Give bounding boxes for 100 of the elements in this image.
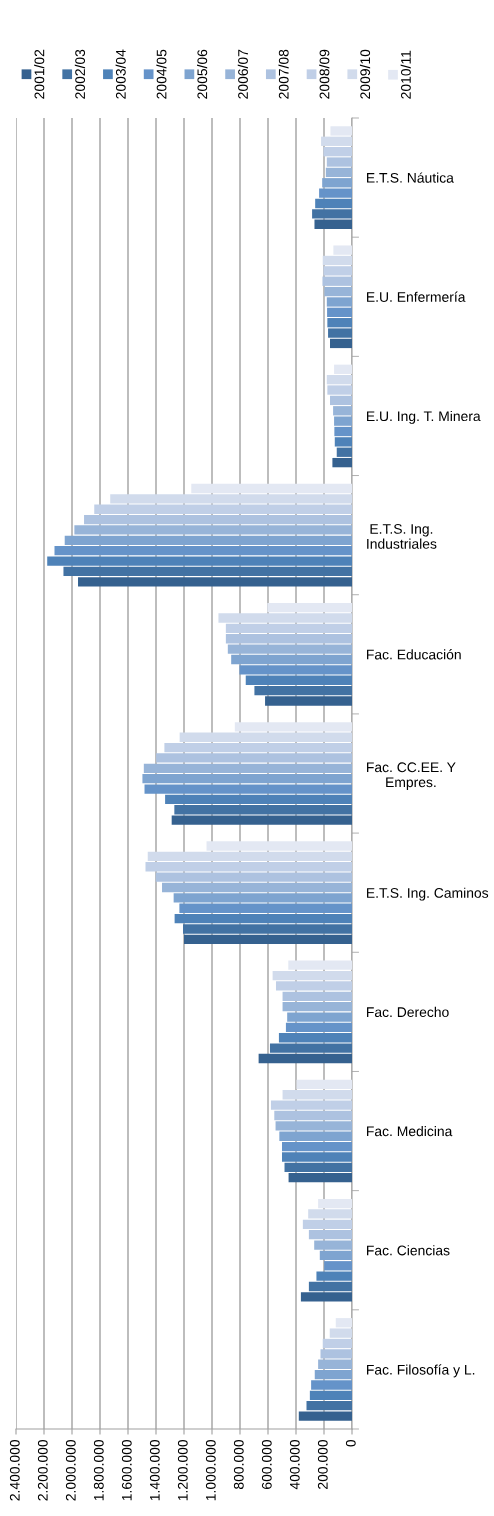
bar bbox=[269, 1043, 352, 1053]
bar bbox=[326, 375, 352, 385]
bar bbox=[142, 774, 352, 784]
bar bbox=[282, 1152, 352, 1162]
bar bbox=[335, 1318, 352, 1328]
bar bbox=[227, 644, 352, 654]
x-tick-label: 0 bbox=[345, 1439, 356, 1447]
y-tick-label: E.U. Enfermería bbox=[367, 291, 466, 302]
bar bbox=[328, 328, 352, 338]
x-tick-label: 800.000 bbox=[233, 1439, 244, 1490]
bar bbox=[319, 1250, 352, 1261]
legend-label: 2010/11 bbox=[400, 50, 411, 99]
bar bbox=[174, 805, 352, 815]
bar bbox=[258, 1053, 352, 1064]
x-tick-label: 600.000 bbox=[261, 1439, 272, 1489]
bar bbox=[174, 913, 352, 924]
bar bbox=[326, 157, 352, 167]
y-tick-label: Fac. Filosofía y L. bbox=[367, 1364, 475, 1378]
bar bbox=[324, 1261, 352, 1271]
bar bbox=[64, 535, 352, 545]
bar bbox=[311, 1380, 352, 1390]
bar bbox=[330, 395, 352, 406]
bar bbox=[322, 178, 352, 188]
bar bbox=[314, 1240, 352, 1250]
bar bbox=[164, 742, 352, 753]
bar bbox=[312, 209, 352, 219]
bar bbox=[320, 1349, 352, 1359]
bar bbox=[156, 753, 352, 763]
bar bbox=[225, 623, 352, 634]
bar bbox=[333, 245, 352, 255]
y-tick-label: Fac. Derecho bbox=[367, 1006, 449, 1018]
bar bbox=[334, 416, 352, 426]
bar bbox=[323, 147, 352, 157]
bar bbox=[265, 696, 352, 706]
y-tick-label: E.U. Ing. T. Minera bbox=[367, 410, 481, 424]
bar bbox=[318, 1359, 352, 1369]
bar bbox=[332, 457, 352, 468]
bar bbox=[54, 546, 352, 556]
bar bbox=[279, 1131, 352, 1141]
bar bbox=[322, 255, 352, 266]
bar bbox=[179, 732, 352, 742]
x-tick-label: 1.000.000 bbox=[205, 1439, 216, 1501]
bar bbox=[94, 504, 352, 514]
x-tick-label: 400.000 bbox=[289, 1439, 300, 1490]
bar bbox=[322, 1338, 352, 1349]
bar bbox=[318, 1198, 352, 1209]
bar bbox=[245, 675, 352, 685]
bar bbox=[314, 219, 352, 229]
bar bbox=[282, 1141, 352, 1152]
bar bbox=[302, 1219, 352, 1229]
bar bbox=[330, 338, 352, 349]
bar bbox=[183, 924, 352, 934]
y-tick-label: Fac. Educación bbox=[367, 649, 461, 660]
bar bbox=[324, 286, 352, 297]
bar bbox=[171, 815, 352, 825]
bar bbox=[334, 426, 352, 437]
bar bbox=[144, 784, 352, 794]
bar bbox=[323, 266, 352, 276]
bar bbox=[165, 794, 352, 805]
bar bbox=[218, 613, 352, 623]
legend-label: 2003/04 bbox=[115, 49, 126, 99]
bar bbox=[270, 1100, 352, 1110]
bar bbox=[327, 318, 352, 328]
bar bbox=[333, 406, 352, 416]
x-tick-label: 2.000.000 bbox=[65, 1439, 76, 1501]
bar bbox=[155, 872, 352, 882]
bar bbox=[308, 1230, 352, 1240]
x-tick-label: 1.800.000 bbox=[93, 1439, 104, 1501]
bar bbox=[327, 385, 352, 395]
legend-label: 2004/05 bbox=[156, 49, 167, 99]
bar bbox=[206, 841, 352, 851]
bar bbox=[284, 1162, 352, 1172]
x-tick-label: 1.200.000 bbox=[177, 1439, 188, 1501]
bar bbox=[274, 1110, 352, 1121]
bar bbox=[336, 447, 352, 457]
bar bbox=[298, 1411, 352, 1421]
bar bbox=[287, 1012, 352, 1022]
bar bbox=[184, 934, 352, 945]
x-tick-label: 2.200.000 bbox=[37, 1439, 48, 1501]
bar bbox=[145, 862, 352, 872]
bar bbox=[288, 960, 352, 970]
bar bbox=[225, 634, 352, 644]
bar bbox=[63, 566, 352, 577]
bar bbox=[325, 167, 352, 178]
bar bbox=[308, 1281, 352, 1292]
bar bbox=[234, 722, 352, 732]
bar bbox=[179, 903, 352, 913]
bar bbox=[334, 364, 352, 374]
bar bbox=[84, 514, 352, 525]
bar bbox=[330, 126, 352, 136]
x-tick-label: 1.600.000 bbox=[121, 1439, 132, 1501]
bar bbox=[285, 1022, 352, 1033]
bar bbox=[329, 1328, 352, 1338]
bar bbox=[322, 276, 352, 286]
y-tick-label: E.T.S. Ing. Industriales bbox=[367, 524, 437, 549]
bar bbox=[321, 136, 352, 146]
y-tick-label: Fac. Medicina bbox=[367, 1126, 453, 1137]
bar bbox=[309, 1390, 352, 1400]
bar bbox=[319, 188, 352, 198]
bar bbox=[47, 556, 352, 566]
